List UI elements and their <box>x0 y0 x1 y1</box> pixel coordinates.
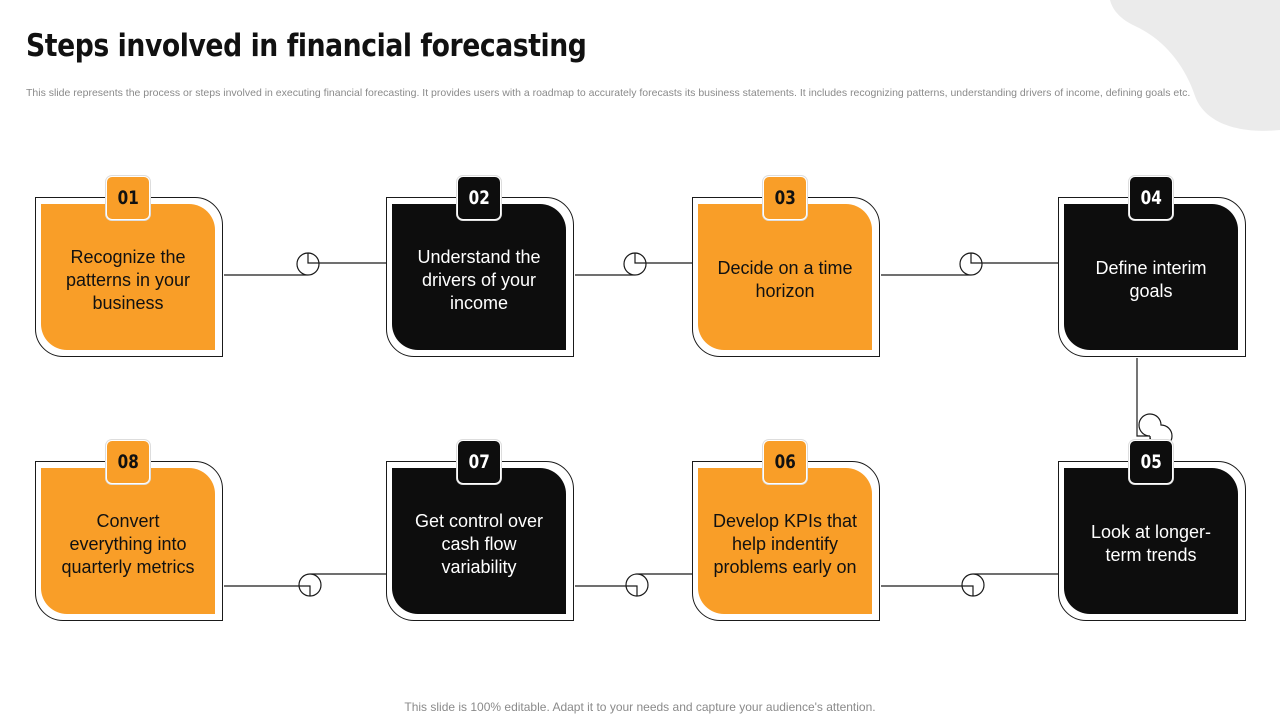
step-04: Define interim goals 04 <box>1058 176 1246 357</box>
step-05: Look at longer-term trends 05 <box>1058 440 1246 621</box>
step-text: Define interim goals <box>1095 258 1207 301</box>
footer-note: This slide is 100% editable. Adapt it to… <box>404 700 876 714</box>
step-number-badge: 03 <box>763 176 807 220</box>
step-06: Develop KPIs that help indentify problem… <box>692 440 880 621</box>
connector-01-02 <box>224 252 386 276</box>
step-card: Recognize the patterns in your business <box>41 204 215 350</box>
connector-06-07 <box>575 573 692 597</box>
step-number-badge: 04 <box>1129 176 1173 220</box>
step-text: Understand the drivers of your income <box>417 246 541 313</box>
step-number-badge: 07 <box>457 440 501 484</box>
step-number-badge: 06 <box>763 440 807 484</box>
step-card: Define interim goals <box>1064 204 1238 350</box>
step-text: Decide on a time horizon <box>717 258 853 301</box>
page-title: Steps involved in financial forecasting <box>26 28 587 64</box>
step-text: Look at longer-term trends <box>1090 522 1212 565</box>
step-text: Convert everything into quarterly metric… <box>61 510 195 577</box>
step-card: Look at longer-term trends <box>1064 468 1238 614</box>
connector-07-08 <box>224 573 386 597</box>
step-02: Understand the drivers of your income 02 <box>386 176 574 357</box>
connector-02-03 <box>575 252 692 276</box>
connector-03-04 <box>881 252 1058 276</box>
step-card: Understand the drivers of your income <box>392 204 566 350</box>
step-card: Decide on a time horizon <box>698 204 872 350</box>
step-08: Convert everything into quarterly metric… <box>35 440 223 621</box>
step-01: Recognize the patterns in your business … <box>35 176 223 357</box>
step-07: Get control over cash flow variability 0… <box>386 440 574 621</box>
connector-05-06 <box>881 573 1058 597</box>
step-text: Recognize the patterns in your business <box>65 246 191 313</box>
page-subtitle: This slide represents the process or ste… <box>26 87 1191 99</box>
connector-04-05 <box>1136 358 1173 448</box>
step-card: Convert everything into quarterly metric… <box>41 468 215 614</box>
step-03: Decide on a time horizon 03 <box>692 176 880 357</box>
step-text: Get control over cash flow variability <box>414 510 544 577</box>
step-card: Develop KPIs that help indentify problem… <box>698 468 872 614</box>
step-card: Get control over cash flow variability <box>392 468 566 614</box>
step-number-badge: 01 <box>106 176 150 220</box>
step-text: Develop KPIs that help indentify problem… <box>712 510 858 577</box>
step-number-badge: 02 <box>457 176 501 220</box>
step-number-badge: 08 <box>106 440 150 484</box>
step-number-badge: 05 <box>1129 440 1173 484</box>
